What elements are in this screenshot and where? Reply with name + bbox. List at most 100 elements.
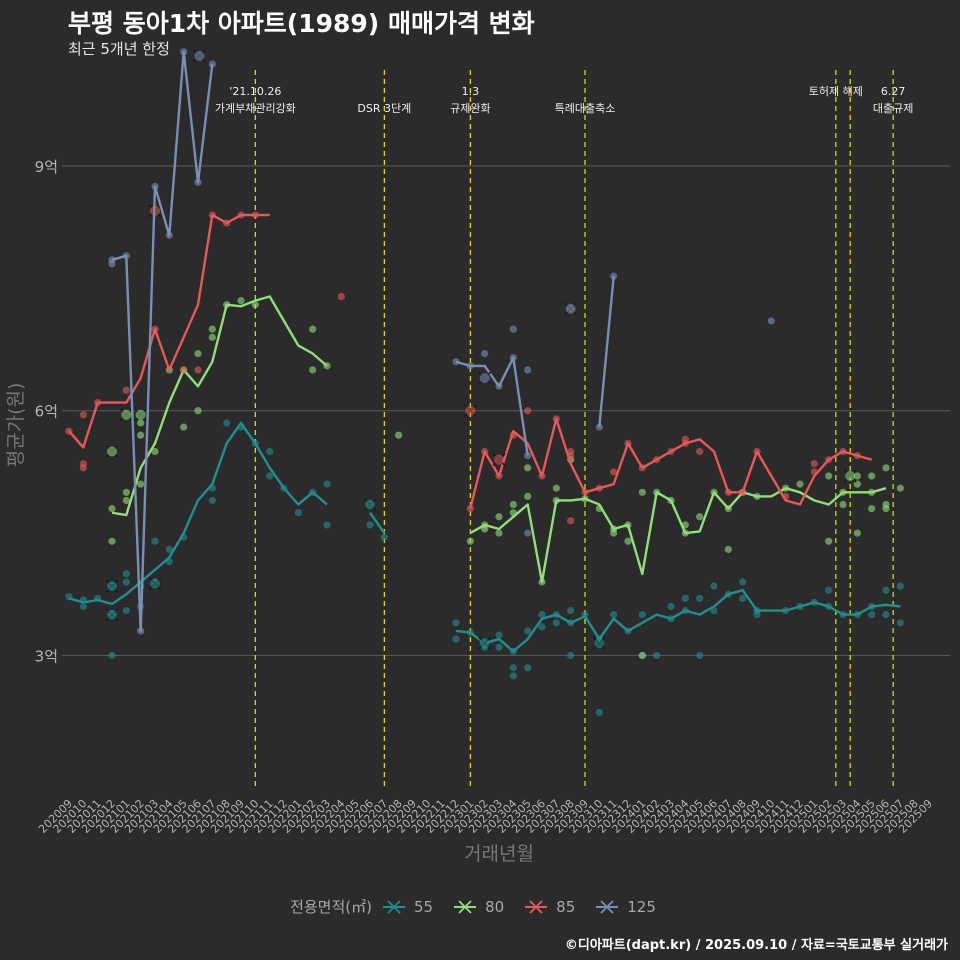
data-point	[868, 472, 876, 480]
data-point	[108, 537, 116, 545]
highlight-point	[465, 405, 476, 416]
legend-label: 80	[485, 897, 505, 916]
series-line	[68, 213, 873, 509]
data-point	[380, 533, 388, 541]
data-point	[524, 664, 532, 672]
data-point	[552, 619, 560, 627]
data-point	[208, 496, 216, 505]
data-point	[681, 435, 689, 443]
data-point	[767, 317, 775, 325]
series-80	[105, 295, 904, 660]
data-point	[524, 366, 532, 374]
data-point	[896, 484, 904, 492]
data-point	[509, 500, 517, 509]
data-point	[122, 606, 130, 615]
data-point	[696, 513, 704, 521]
data-point	[667, 602, 675, 611]
data-point	[79, 602, 87, 611]
series-line	[68, 421, 901, 653]
legend-item-80: 80	[453, 898, 504, 916]
data-point	[552, 484, 560, 492]
data-point	[180, 48, 188, 56]
data-point	[595, 423, 603, 431]
data-point	[681, 594, 689, 602]
event-label: 대출규제	[873, 102, 913, 115]
data-point	[710, 582, 718, 590]
legend-swatch	[525, 899, 548, 914]
data-point	[567, 651, 575, 660]
data-point	[122, 496, 130, 505]
data-point	[638, 488, 646, 496]
data-point	[294, 509, 302, 517]
event-label: 규제완화	[450, 102, 490, 115]
data-point	[509, 325, 517, 333]
legend-swatch	[382, 899, 405, 914]
series-55	[65, 419, 904, 717]
data-point	[323, 521, 331, 529]
data-point	[208, 325, 216, 333]
data-point	[538, 611, 546, 619]
data-point	[165, 545, 173, 553]
data-point	[151, 182, 159, 191]
data-point	[180, 366, 188, 374]
data-point	[337, 292, 345, 301]
data-point	[882, 500, 890, 509]
data-point	[868, 505, 876, 513]
highlight-point	[150, 205, 160, 216]
data-point	[495, 513, 503, 521]
data-point	[309, 325, 317, 333]
data-point	[739, 594, 747, 602]
event-label: 가계부채관리강화	[215, 102, 296, 115]
data-point	[452, 635, 460, 643]
data-point	[137, 419, 145, 427]
data-point	[495, 529, 503, 537]
data-point	[810, 460, 818, 468]
legend: 전용면적(㎡) 55 80 85 125	[0, 896, 960, 917]
data-point	[151, 447, 159, 456]
highlight-point	[479, 638, 490, 649]
data-point	[524, 529, 532, 537]
data-point	[108, 260, 116, 268]
data-point	[696, 651, 704, 660]
legend-swatch	[454, 899, 477, 914]
legend-item-55: 55	[382, 898, 433, 916]
data-point	[653, 651, 661, 660]
series-125	[108, 48, 775, 635]
data-point	[165, 231, 173, 239]
data-point	[595, 708, 603, 717]
data-point	[839, 500, 847, 509]
data-point	[638, 651, 646, 660]
data-point	[696, 594, 704, 602]
data-point	[624, 537, 632, 545]
highlight-point	[107, 609, 117, 620]
event-label: 특례대출축소	[555, 102, 616, 115]
data-point	[567, 517, 575, 525]
data-point	[208, 333, 216, 341]
data-point	[524, 407, 532, 415]
data-point	[452, 358, 460, 366]
data-point	[466, 362, 474, 370]
data-point	[796, 480, 804, 488]
y-tick-label: 3억	[35, 647, 58, 665]
data-point	[610, 529, 618, 537]
data-point	[180, 423, 188, 431]
data-point	[509, 672, 517, 680]
data-point	[882, 464, 890, 472]
data-point	[194, 350, 202, 358]
legend-items: 55 80 85 125	[382, 898, 670, 916]
x-axis-label: 거래년월	[464, 843, 534, 865]
highlight-point	[594, 638, 605, 649]
y-axis-label: 평균가(원)	[5, 383, 27, 468]
data-point	[882, 611, 890, 619]
data-point	[495, 631, 503, 639]
data-point	[825, 586, 833, 594]
data-point	[466, 537, 474, 545]
data-point	[825, 537, 833, 545]
highlight-point	[479, 373, 490, 384]
data-point	[108, 505, 116, 513]
data-point	[122, 488, 130, 496]
data-point	[495, 643, 503, 651]
legend-swatch	[596, 899, 619, 914]
highlight-point	[107, 581, 117, 592]
series-line	[111, 295, 887, 584]
